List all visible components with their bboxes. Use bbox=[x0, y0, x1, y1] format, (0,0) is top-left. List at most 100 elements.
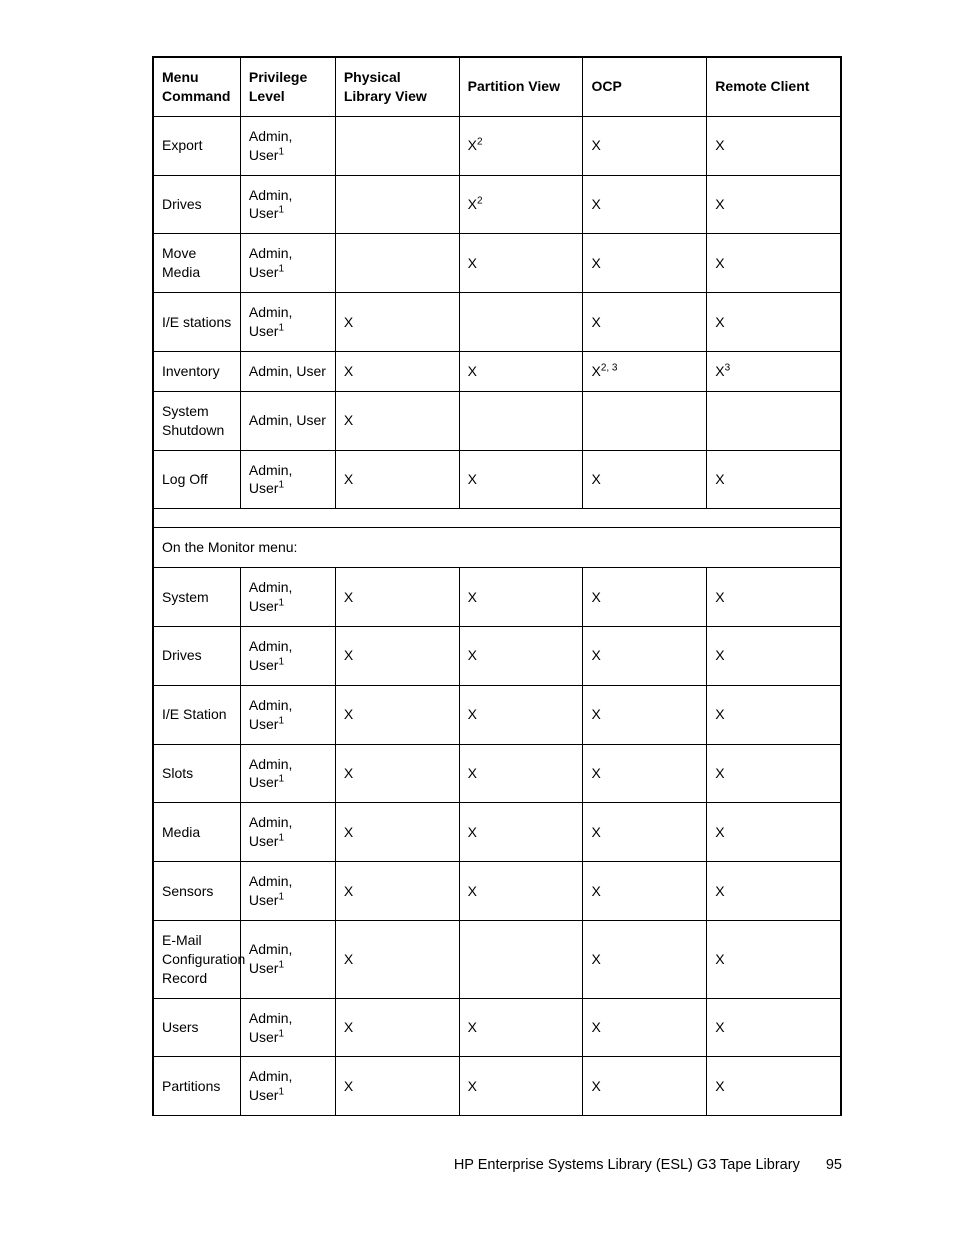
table-cell: X bbox=[707, 293, 841, 352]
table-cell: Admin, User1 bbox=[240, 175, 335, 234]
table-cell: X bbox=[335, 391, 459, 450]
table-cell: System bbox=[153, 568, 240, 627]
table-cell: X bbox=[583, 803, 707, 862]
footer-text: HP Enterprise Systems Library (ESL) G3 T… bbox=[454, 1157, 800, 1173]
table-cell: Admin, User1 bbox=[240, 1057, 335, 1116]
table-cell: Admin, User1 bbox=[240, 998, 335, 1057]
col-header: Remote Client bbox=[707, 57, 841, 116]
table-cell: X bbox=[583, 685, 707, 744]
table-cell bbox=[335, 116, 459, 175]
table-cell: X bbox=[459, 998, 583, 1057]
table-cell: X bbox=[583, 116, 707, 175]
col-header: Privilege Level bbox=[240, 57, 335, 116]
table-cell: Log Off bbox=[153, 450, 240, 509]
table-cell: Slots bbox=[153, 744, 240, 803]
table-cell: X bbox=[707, 998, 841, 1057]
table-cell: X bbox=[707, 920, 841, 998]
table-cell: Admin, User1 bbox=[240, 685, 335, 744]
table-cell: Admin, User1 bbox=[240, 803, 335, 862]
table-row: MediaAdmin, User1XXXX bbox=[153, 803, 841, 862]
page-number: 95 bbox=[826, 1157, 842, 1173]
table-cell: X2 bbox=[459, 175, 583, 234]
table-cell: X bbox=[583, 568, 707, 627]
table-cell: X bbox=[707, 116, 841, 175]
table-row: SystemAdmin, User1XXXX bbox=[153, 568, 841, 627]
table-cell: Admin, User1 bbox=[240, 116, 335, 175]
table-cell: Export bbox=[153, 116, 240, 175]
table-cell: X bbox=[335, 627, 459, 686]
table-cell: Admin, User1 bbox=[240, 450, 335, 509]
table-cell: Drives bbox=[153, 175, 240, 234]
page-footer: HP Enterprise Systems Library (ESL) G3 T… bbox=[454, 1157, 842, 1173]
table-header-row: Menu Command Privilege Level Physical Li… bbox=[153, 57, 841, 116]
table-cell: X bbox=[335, 920, 459, 998]
table-cell: X bbox=[335, 351, 459, 391]
table-cell: E-Mail Configuration Record bbox=[153, 920, 240, 998]
table-cell: I/E stations bbox=[153, 293, 240, 352]
table-cell bbox=[583, 391, 707, 450]
table-cell: X bbox=[583, 1057, 707, 1116]
table-cell: Admin, User1 bbox=[240, 920, 335, 998]
table-cell: I/E Station bbox=[153, 685, 240, 744]
table-cell: X3 bbox=[707, 351, 841, 391]
table-row: E-Mail Configuration RecordAdmin, User1X… bbox=[153, 920, 841, 998]
section-label: On the Monitor menu: bbox=[153, 528, 841, 568]
table-cell: X bbox=[583, 744, 707, 803]
table-cell: X bbox=[583, 998, 707, 1057]
table-cell: X bbox=[583, 920, 707, 998]
table-cell: Partitions bbox=[153, 1057, 240, 1116]
table-cell: X bbox=[335, 293, 459, 352]
table-cell: X bbox=[707, 1057, 841, 1116]
table-cell: X bbox=[459, 450, 583, 509]
table-row: SensorsAdmin, User1XXXX bbox=[153, 862, 841, 921]
table-row: System ShutdownAdmin, UserX bbox=[153, 391, 841, 450]
table-cell: Inventory bbox=[153, 351, 240, 391]
table-cell: X bbox=[459, 568, 583, 627]
table-cell: X bbox=[707, 627, 841, 686]
table-cell: Drives bbox=[153, 627, 240, 686]
table-cell: X bbox=[707, 568, 841, 627]
table-cell: Users bbox=[153, 998, 240, 1057]
table-cell: X bbox=[335, 1057, 459, 1116]
table-cell: Admin, User1 bbox=[240, 234, 335, 293]
section-row: On the Monitor menu: bbox=[153, 528, 841, 568]
table-cell: X bbox=[335, 803, 459, 862]
table-cell: X bbox=[335, 862, 459, 921]
table-cell: X bbox=[335, 450, 459, 509]
table-cell bbox=[459, 920, 583, 998]
table-cell: X bbox=[583, 293, 707, 352]
table-cell: X2 bbox=[459, 116, 583, 175]
table-row: I/E StationAdmin, User1XXXX bbox=[153, 685, 841, 744]
col-header: Partition View bbox=[459, 57, 583, 116]
table-cell: X bbox=[583, 234, 707, 293]
table-cell: Admin, User1 bbox=[240, 862, 335, 921]
table-row: DrivesAdmin, User1X2XX bbox=[153, 175, 841, 234]
table-cell: Move Media bbox=[153, 234, 240, 293]
table-cell: X2, 3 bbox=[583, 351, 707, 391]
table-cell: X bbox=[335, 685, 459, 744]
table-cell: X bbox=[707, 234, 841, 293]
table-cell: Admin, User bbox=[240, 391, 335, 450]
table-cell: X bbox=[707, 450, 841, 509]
table-cell: X bbox=[707, 685, 841, 744]
table-row: Move MediaAdmin, User1XXX bbox=[153, 234, 841, 293]
table-cell: Admin, User1 bbox=[240, 568, 335, 627]
table-row: I/E stationsAdmin, User1XXX bbox=[153, 293, 841, 352]
table-cell: X bbox=[459, 1057, 583, 1116]
table-cell: X bbox=[459, 862, 583, 921]
table-cell: X bbox=[459, 234, 583, 293]
table-cell: X bbox=[335, 568, 459, 627]
col-header: Menu Command bbox=[153, 57, 240, 116]
table-row: DrivesAdmin, User1XXXX bbox=[153, 627, 841, 686]
table-cell: X bbox=[335, 998, 459, 1057]
table-cell: X bbox=[459, 803, 583, 862]
table-cell: X bbox=[459, 744, 583, 803]
table-cell bbox=[707, 391, 841, 450]
table-cell: X bbox=[583, 175, 707, 234]
privilege-table: Menu Command Privilege Level Physical Li… bbox=[152, 56, 842, 1116]
table-cell bbox=[459, 391, 583, 450]
table-row: PartitionsAdmin, User1XXXX bbox=[153, 1057, 841, 1116]
table-cell: X bbox=[707, 744, 841, 803]
table-cell: X bbox=[459, 351, 583, 391]
table-cell: Admin, User1 bbox=[240, 293, 335, 352]
